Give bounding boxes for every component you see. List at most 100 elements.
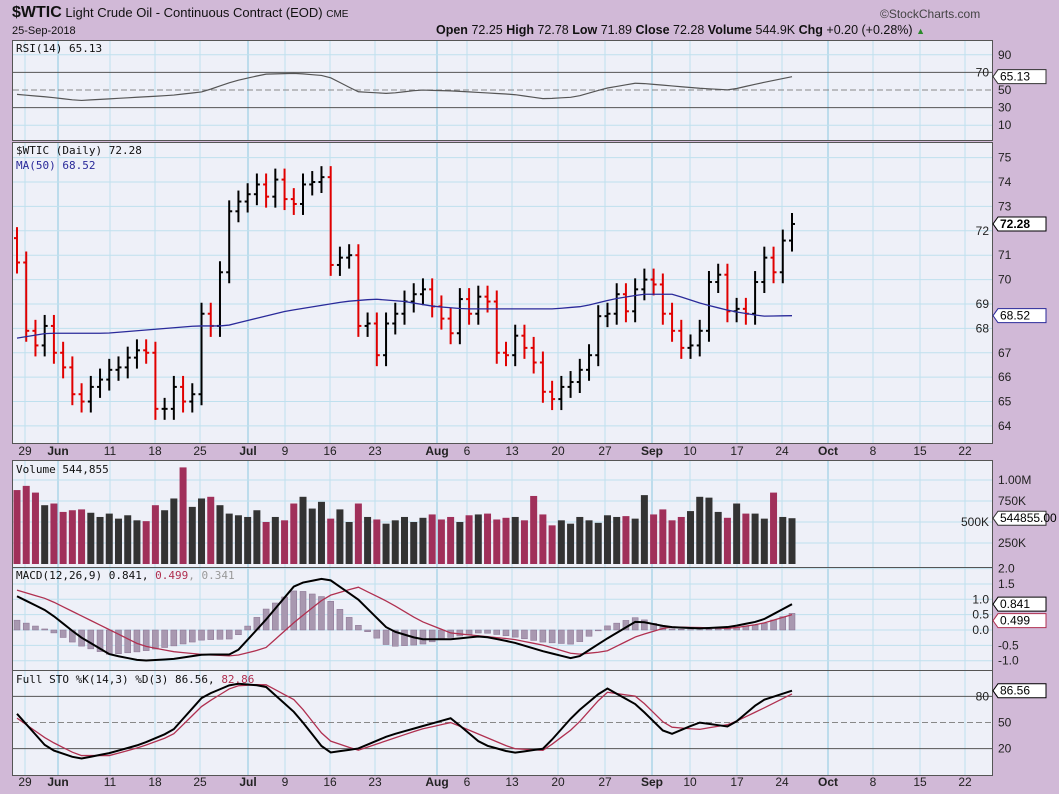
volume-bar (650, 514, 658, 564)
ohlc-bar (180, 375, 187, 413)
macd-histogram-bar (345, 617, 353, 631)
macd-histogram-bar (50, 629, 58, 634)
ohlc-bar (502, 341, 509, 367)
ohlc-bar (272, 168, 279, 208)
macd-histogram-bar (770, 619, 777, 631)
macd-histogram-bar (142, 629, 150, 651)
ma-price-tag-box (992, 308, 1047, 324)
volume-bar (484, 513, 492, 564)
macd-histogram-bar (604, 625, 611, 631)
quote-summary: Open 72.25 High 72.78 Low 71.89 Close 72… (436, 23, 925, 37)
volume-bar (151, 505, 159, 564)
volume-bar (114, 518, 122, 564)
volume-bar (567, 523, 575, 564)
x-tick-label: Oct (818, 775, 838, 789)
ohlc-bar (696, 319, 703, 357)
volume-bar (437, 519, 445, 564)
x-tick-label: 10 (683, 444, 697, 458)
macd-histogram-bar (216, 629, 224, 640)
volume-bar (179, 467, 187, 564)
volume-bar (760, 518, 768, 564)
macd-histogram-bar (456, 629, 464, 637)
macd-histogram-bar (87, 629, 95, 650)
x-tick-label: 23 (368, 775, 382, 789)
volume-bar (22, 485, 30, 564)
volume-bar (327, 518, 335, 564)
x-tick-label: Sep (641, 444, 663, 458)
volume-bar (447, 516, 455, 564)
volume-bar (124, 515, 132, 564)
signal-tag: 0.499 (992, 613, 1047, 629)
volume-bar (714, 511, 722, 564)
macd-histogram-bar (96, 629, 104, 652)
volume-bar (511, 516, 519, 564)
volume-bar (493, 519, 501, 564)
x-tick-label: 13 (505, 444, 519, 458)
macd-histogram-bar (32, 625, 39, 631)
ohlc-bar (318, 166, 325, 193)
rsi-tick-label: 70 (976, 65, 990, 79)
price-tick-label: 70 (998, 273, 1012, 287)
volume-bar (244, 516, 252, 564)
volume-bar (59, 511, 67, 564)
volume-bar (419, 517, 427, 564)
ohlc-bar (622, 283, 629, 323)
price-tick-label: 69 (976, 297, 990, 311)
ohlc-bar (733, 297, 740, 323)
x-tick-label: Aug (425, 775, 448, 789)
ma-price-tag: 68.52 (992, 308, 1047, 324)
ohlc-bar (521, 324, 528, 359)
volume-bar (465, 515, 473, 564)
macd-histogram-bar (585, 629, 593, 637)
macd-histogram-bar (714, 628, 722, 631)
macd-histogram-bar (13, 619, 21, 631)
volume-bar (142, 521, 150, 564)
x-tick-label: 27 (598, 444, 612, 458)
ohlc-bar (586, 344, 593, 381)
volume-bar (631, 518, 639, 564)
price-tick-label: 66 (998, 370, 1012, 384)
volume-bar (41, 505, 49, 564)
macd-histogram-bar (438, 629, 445, 640)
ohlc-bar (207, 302, 214, 337)
price-tick-label: 67 (998, 346, 1012, 360)
ohlc-bar (438, 295, 445, 330)
ohlc-bar (281, 168, 288, 211)
volume-bar (456, 522, 464, 564)
x-tick-label: Jul (239, 444, 256, 458)
macd-histogram-bar (502, 629, 510, 637)
price-tick-label: 73 (998, 199, 1012, 213)
ohlc-bar (567, 371, 574, 398)
volume-bar (382, 523, 390, 564)
x-tick-label: Aug (425, 444, 448, 458)
ohlc-bar (789, 213, 795, 252)
macd-histogram-bar (170, 629, 178, 647)
ohlc-bar (715, 263, 722, 293)
volume-bar (576, 516, 584, 564)
volume-bar (401, 516, 408, 564)
volume-bar (428, 514, 436, 564)
ohlc-bar (309, 171, 316, 196)
ohlc-bar (346, 244, 353, 269)
rsi-tick-label: 90 (998, 48, 1012, 62)
macd-histogram-bar (761, 623, 768, 631)
brand-logo[interactable]: ©StockCharts.com (880, 7, 981, 21)
rsi-tag: 65.13 (992, 69, 1047, 85)
macd-histogram-bar (299, 591, 307, 631)
ohlc-bar (87, 375, 94, 413)
ma50-line (16, 293, 793, 339)
x-tick-label: 9 (282, 775, 289, 789)
macd-histogram-bar (336, 609, 344, 631)
macd-histogram-bar (355, 625, 362, 631)
macd-histogram-bar (548, 629, 556, 644)
macd-histogram-bar (521, 629, 528, 640)
ohlc-bar (752, 271, 759, 325)
ohlc-bar (530, 336, 537, 374)
ohlc-bar (143, 339, 150, 364)
ohlc-bar (364, 312, 371, 337)
rsi-tick-label: 10 (998, 118, 1012, 132)
volume-bar (198, 498, 206, 564)
macd-histogram-bar (419, 629, 427, 645)
instrument-name: Light Crude Oil - Continuous Contract (E… (65, 5, 323, 20)
